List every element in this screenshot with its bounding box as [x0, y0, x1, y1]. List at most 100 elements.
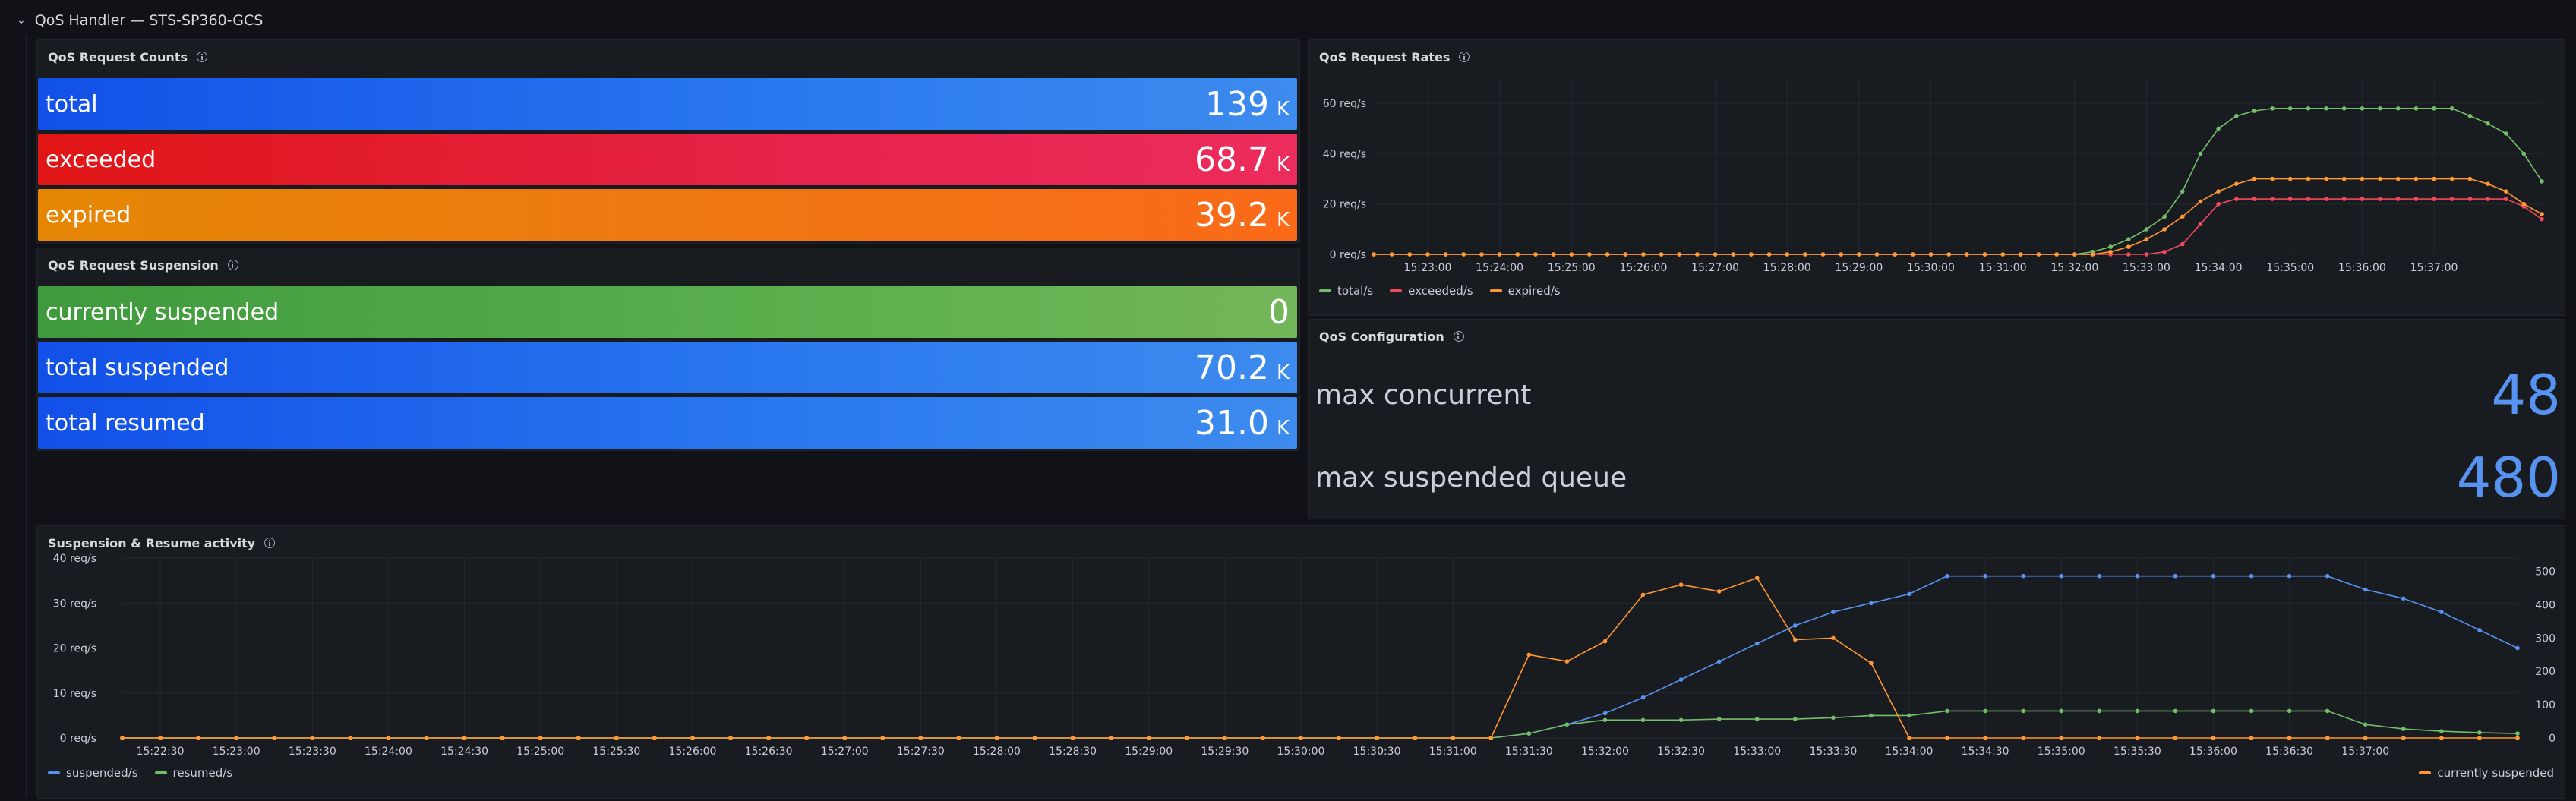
- stat-unit: K: [1276, 153, 1290, 176]
- x-tick-label: 15:24:30: [440, 746, 488, 758]
- data-point: [2216, 201, 2221, 207]
- data-point: [2211, 736, 2216, 740]
- stat-number: 0: [1268, 292, 1290, 332]
- legend-item[interactable]: exceeded/s: [1390, 284, 1473, 298]
- stat-label: exceeded: [46, 146, 156, 173]
- x-tick-label: 15:25:00: [1548, 262, 1596, 274]
- info-icon[interactable]: [264, 538, 276, 548]
- x-tick-label: 15:32:00: [1581, 746, 1629, 758]
- x-tick-label: 15:34:30: [1962, 746, 2009, 758]
- data-point: [918, 736, 923, 740]
- data-point: [1945, 573, 1949, 579]
- row-header[interactable]: ⌄ QoS Handler — STS-SP360-GCS: [17, 9, 263, 32]
- x-tick-label: 15:27:30: [897, 746, 945, 758]
- data-point: [2270, 176, 2275, 181]
- data-point: [2413, 197, 2419, 201]
- x-tick-label: 15:34:00: [1886, 746, 1934, 758]
- data-point: [2180, 241, 2185, 247]
- legend-item[interactable]: expired/s: [1489, 284, 1561, 298]
- panel-title[interactable]: QoS Request Suspension: [48, 256, 238, 274]
- data-point: [2173, 573, 2178, 579]
- data-point: [2341, 106, 2347, 111]
- stat-total-resumed: total resumed 31.0 K: [38, 397, 1297, 449]
- data-point: [1983, 573, 1987, 579]
- data-point: [2324, 197, 2328, 201]
- legend-item[interactable]: total/s: [1319, 284, 1373, 298]
- x-tick-label: 15:23:30: [289, 746, 336, 758]
- data-point: [2162, 214, 2167, 219]
- data-point: [2467, 113, 2473, 118]
- data-point: [2432, 176, 2436, 181]
- info-icon[interactable]: [227, 260, 238, 270]
- x-tick-label: 15:25:30: [592, 746, 640, 758]
- panel-suspension-activity: Suspension & Resume activity 0 req/s 10 r…: [36, 525, 2565, 799]
- data-point: [880, 736, 886, 740]
- data-point: [2432, 197, 2436, 201]
- data-point: [2211, 708, 2216, 714]
- data-point: [1564, 722, 1570, 727]
- data-point: [2503, 197, 2508, 201]
- info-icon[interactable]: [196, 52, 207, 62]
- activity-chart[interactable]: 0 req/s 10 req/s 20 req/s 30 req/s 40 req/s 0…: [37, 526, 2566, 799]
- data-point: [2287, 176, 2293, 181]
- data-point: [348, 736, 353, 740]
- data-point: [1831, 635, 1836, 641]
- x-tick-label: 15:25:00: [516, 746, 564, 758]
- data-point: [1564, 659, 1570, 664]
- data-point: [2341, 197, 2347, 201]
- stat-unit: K: [1276, 361, 1290, 384]
- data-point: [1754, 717, 1760, 721]
- panel-title[interactable]: QoS Request Counts: [48, 48, 207, 66]
- data-point: [842, 736, 847, 740]
- legend-item[interactable]: currently suspended: [2419, 766, 2554, 780]
- info-icon[interactable]: [1453, 331, 1464, 342]
- panel-title[interactable]: Suspension & Resume activity: [48, 534, 276, 552]
- data-point: [2477, 736, 2482, 740]
- data-point: [2503, 131, 2508, 136]
- panel-title[interactable]: QoS Configuration: [1319, 327, 1464, 345]
- data-point: [2401, 736, 2406, 740]
- y-tick-label: 20 req/s: [1323, 199, 1366, 211]
- x-tick-label: 15:33:00: [2123, 262, 2170, 274]
- data-point: [1754, 576, 1760, 581]
- data-point: [2363, 722, 2368, 727]
- data-point: [2521, 201, 2527, 207]
- legend-item[interactable]: resumed/s: [154, 766, 232, 780]
- data-point: [2486, 197, 2490, 201]
- data-point: [1261, 736, 1265, 740]
- legend-item[interactable]: suspended/s: [48, 766, 138, 780]
- stat-value: 39.2 K: [1195, 196, 1290, 235]
- data-point: [2059, 736, 2063, 740]
- data-point: [2249, 708, 2254, 714]
- stat-number: 31.0: [1194, 403, 1269, 443]
- data-point: [1766, 252, 1772, 257]
- data-point: [2270, 197, 2275, 201]
- data-point: [1793, 637, 1798, 642]
- data-point: [2521, 151, 2527, 156]
- panel-title[interactable]: QoS Request Rates: [1319, 48, 1470, 66]
- data-point: [1869, 713, 1874, 718]
- y-tick-label: 60 req/s: [1323, 98, 1366, 110]
- x-tick-label: 15:29:00: [1125, 746, 1173, 758]
- data-point: [2449, 106, 2454, 111]
- rates-chart[interactable]: 0 req/s 20 req/s 40 req/s 60 req/s 15:23:00 1…: [1309, 40, 2566, 317]
- data-point: [2173, 708, 2178, 714]
- activity-legend-left: suspended/s resumed/s: [48, 766, 232, 780]
- data-point: [1146, 736, 1151, 740]
- info-icon[interactable]: [1459, 52, 1470, 62]
- data-point: [2180, 214, 2185, 219]
- data-point: [424, 736, 429, 740]
- data-point: [1185, 736, 1189, 740]
- data-point: [538, 736, 543, 740]
- chevron-down-icon[interactable]: ⌄: [17, 14, 26, 27]
- data-point: [1677, 252, 1681, 257]
- legend-swatch: [48, 771, 60, 774]
- data-point: [1907, 591, 1911, 597]
- y2-tick-label: 500: [2535, 566, 2555, 579]
- data-point: [2144, 227, 2149, 232]
- data-point: [1874, 252, 1880, 257]
- data-point: [1497, 252, 1502, 257]
- data-point: [234, 736, 239, 740]
- data-point: [2216, 189, 2221, 194]
- x-tick-label: 15:30:00: [1907, 262, 1955, 274]
